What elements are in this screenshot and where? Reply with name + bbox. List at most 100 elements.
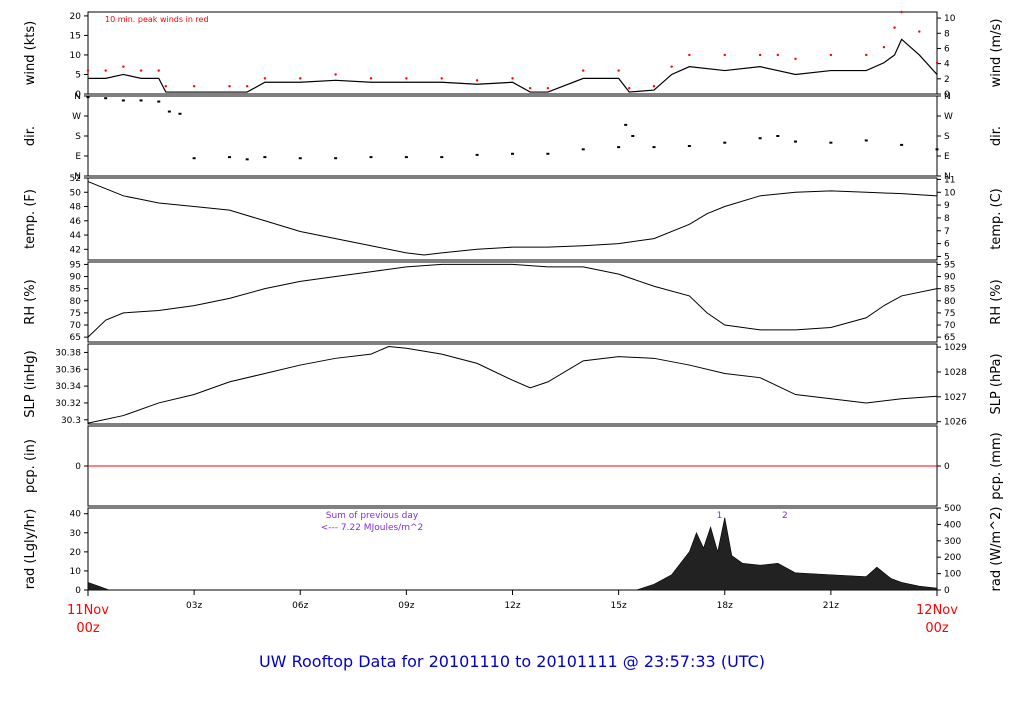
ytick-label-left: 30.32 [55, 399, 81, 409]
ytick-label-right: 6 [944, 240, 950, 250]
ytick-label-right: 65 [944, 333, 955, 343]
panel-temp: temp. (F) temp. (C) 42 44 46 48 50 52 5 6 7 8 9 10 11 [23, 174, 1004, 262]
ytick-label-right: 9 [944, 201, 950, 211]
dir-point [139, 99, 143, 102]
xtick-label: 03z [186, 601, 202, 611]
ylabel-right-dir: dir. [989, 126, 1004, 146]
panel-dir: dir. dir.N NE ES SW WN N [23, 92, 1004, 182]
dir-point [935, 148, 939, 151]
ytick-label-left: 40 [70, 510, 82, 520]
ytick-label-right: 1027 [944, 393, 967, 403]
ytick-label-right: N [944, 92, 951, 102]
ylabel-right-pcp: pcp. (mm) [989, 432, 1004, 499]
ytick-label-left: 30.36 [55, 365, 81, 375]
panel-slp: SLP (inHg) SLP (hPa) 30.3 30.32 30.34 30.36 30… [23, 343, 1004, 428]
ytick-label-left: 90 [70, 273, 82, 283]
panel-frame-slp [87, 343, 938, 425]
ytick-label-left: 20 [70, 548, 82, 558]
dir-point [440, 156, 444, 159]
chart-title: UW Rooftop Data for 20101110 to 20101111… [259, 652, 765, 671]
ylabel-right-temp: temp. (C) [989, 188, 1004, 250]
ytick-label-left: 0 [75, 90, 81, 100]
dir-point [228, 156, 231, 159]
ytick-label-left: 10 [70, 51, 82, 61]
ytick-label-right: S [944, 132, 950, 142]
dir-point [794, 140, 797, 143]
ylabel-left-temp: temp. (F) [23, 189, 38, 249]
ytick-label-right: 5 [944, 252, 950, 262]
x-start-time: 00z [76, 621, 100, 636]
ylabel-right-slp: SLP (hPa) [989, 353, 1004, 414]
dir-point [723, 141, 727, 144]
ylabel-right-rad: rad (W/m^2) [989, 507, 1004, 592]
dir-point [167, 110, 171, 113]
ytick-label-right: 200 [944, 553, 961, 563]
ylabel-left-wind: wind (kts) [23, 21, 38, 85]
ytick-label-right: 85 [944, 285, 955, 295]
ytick-label-left: 75 [70, 309, 81, 319]
ytick-label-left: 30.38 [55, 348, 81, 358]
dir-point [631, 135, 635, 137]
rad-note-line1: Sum of previous day [326, 511, 419, 521]
xtick-label: 18z [717, 601, 733, 611]
ytick-label-left: 42 [70, 245, 81, 255]
peak-wind-point [582, 69, 585, 72]
panel-rad: rad (Lgly/hr) rad (W/m^2)0102030400100200… [23, 504, 1004, 596]
peak-wind-point [893, 26, 896, 29]
ytick-label-left: 50 [70, 188, 82, 198]
peak-wind-point [122, 65, 125, 68]
peak-wind-point [139, 69, 143, 72]
ytick-label-right: 4 [944, 60, 950, 70]
ytick-label-left: 46 [70, 217, 82, 227]
peak-wind-point [688, 53, 691, 57]
dir-point [652, 146, 656, 149]
dir-point [369, 156, 373, 159]
dir-point [192, 157, 196, 160]
ytick-label-right: 0 [944, 90, 950, 100]
dir-point [86, 96, 90, 99]
peak-wind-point [192, 84, 196, 88]
peak-wind-point [86, 69, 90, 72]
ytick-label-right: 7 [944, 227, 950, 237]
peak-wind-point [794, 57, 797, 61]
peak-wind-point [617, 69, 620, 72]
peak-wind-point [245, 84, 249, 88]
xtick-label: 12z [504, 601, 520, 611]
series-line-temp [87, 181, 938, 256]
x-end-date: 12Nov [916, 603, 958, 618]
peak-wind-point [440, 77, 443, 80]
ylabel-left-slp: SLP (inHg) [23, 350, 38, 418]
ytick-label-left: 10 [70, 567, 82, 577]
peak-wind-point [758, 53, 762, 57]
ytick-label-right: 100 [944, 570, 961, 580]
peak-wind-point [652, 84, 656, 88]
ytick-label-right: E [944, 152, 950, 162]
panel-frame-wind [87, 11, 938, 95]
dir-point [298, 157, 302, 160]
peak-wind-point [935, 61, 939, 64]
peak-wind-point [528, 86, 532, 90]
ytick-label-left: 30 [70, 529, 82, 539]
peak-wind-point [628, 86, 631, 90]
ytick-label-right: 300 [944, 537, 961, 547]
panel-rh: RH (%) RH (%) 65 70 75 80 85 90 95 65 70 75 80 85 90 95 [23, 260, 1004, 343]
ytick-label-right: 6 [944, 44, 950, 54]
series-line-wind-avg [88, 38, 938, 93]
x-end-time: 00z [925, 621, 949, 636]
peak-wind-point [475, 79, 479, 82]
ytick-label-right: N [944, 172, 951, 182]
series-line-slp [87, 346, 938, 424]
ylabel-left-rad: rad (Lgly/hr) [23, 509, 38, 590]
ytick-label-right: 0 [944, 462, 950, 472]
xtick-label: 09z [398, 601, 414, 611]
ytick-label-left: E [75, 152, 81, 162]
panel-frame-temp [87, 177, 938, 261]
ytick-label-left: 80 [70, 297, 82, 307]
xtick-label: 06z [292, 601, 308, 611]
dir-point [121, 99, 125, 102]
peak-wind-point [511, 77, 514, 80]
ytick-label-left: 44 [70, 231, 82, 241]
ytick-label-left: 0 [75, 462, 81, 472]
